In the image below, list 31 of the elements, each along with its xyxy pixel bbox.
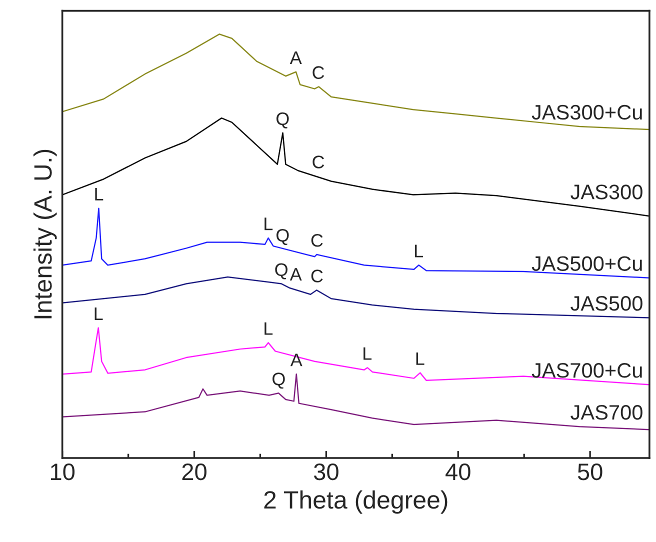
annotation: L xyxy=(95,188,104,200)
annotation: C xyxy=(312,156,324,168)
annotation: L xyxy=(364,347,372,360)
x-axis-title: 2 Theta (degree) xyxy=(264,490,448,514)
annotation: L xyxy=(416,352,424,365)
series-label: JAS300 xyxy=(570,184,642,200)
annotation: A xyxy=(290,52,302,64)
series-label: JAS700+Cu xyxy=(532,363,642,378)
series-label: JAS500+Cu xyxy=(532,256,642,271)
annotation: Q xyxy=(272,372,285,389)
annotation: L xyxy=(94,308,103,320)
x-tick-label: 40 xyxy=(446,463,470,480)
annotation: Q xyxy=(276,228,289,245)
annotation: L xyxy=(264,218,273,230)
annotation: L xyxy=(264,322,273,335)
annotation: L xyxy=(415,244,423,258)
x-tick-label: 20 xyxy=(182,463,206,480)
annotation: C xyxy=(311,270,323,282)
annotation: C xyxy=(312,66,324,79)
x-tick-label: 50 xyxy=(578,463,602,480)
x-tick-label: 10 xyxy=(50,463,75,480)
series-label: JAS700 xyxy=(570,404,642,420)
annotation: C xyxy=(311,234,323,247)
annotation: A xyxy=(290,268,302,281)
annotation: A xyxy=(290,354,302,366)
annotation: Q xyxy=(275,263,288,280)
series-label: JAS300+Cu xyxy=(532,104,642,120)
annotation: Q xyxy=(276,112,289,128)
x-tick-label: 30 xyxy=(314,463,338,480)
series-label: JAS500 xyxy=(570,296,642,311)
y-axis-title: Intensity (A. U.) xyxy=(33,150,57,318)
